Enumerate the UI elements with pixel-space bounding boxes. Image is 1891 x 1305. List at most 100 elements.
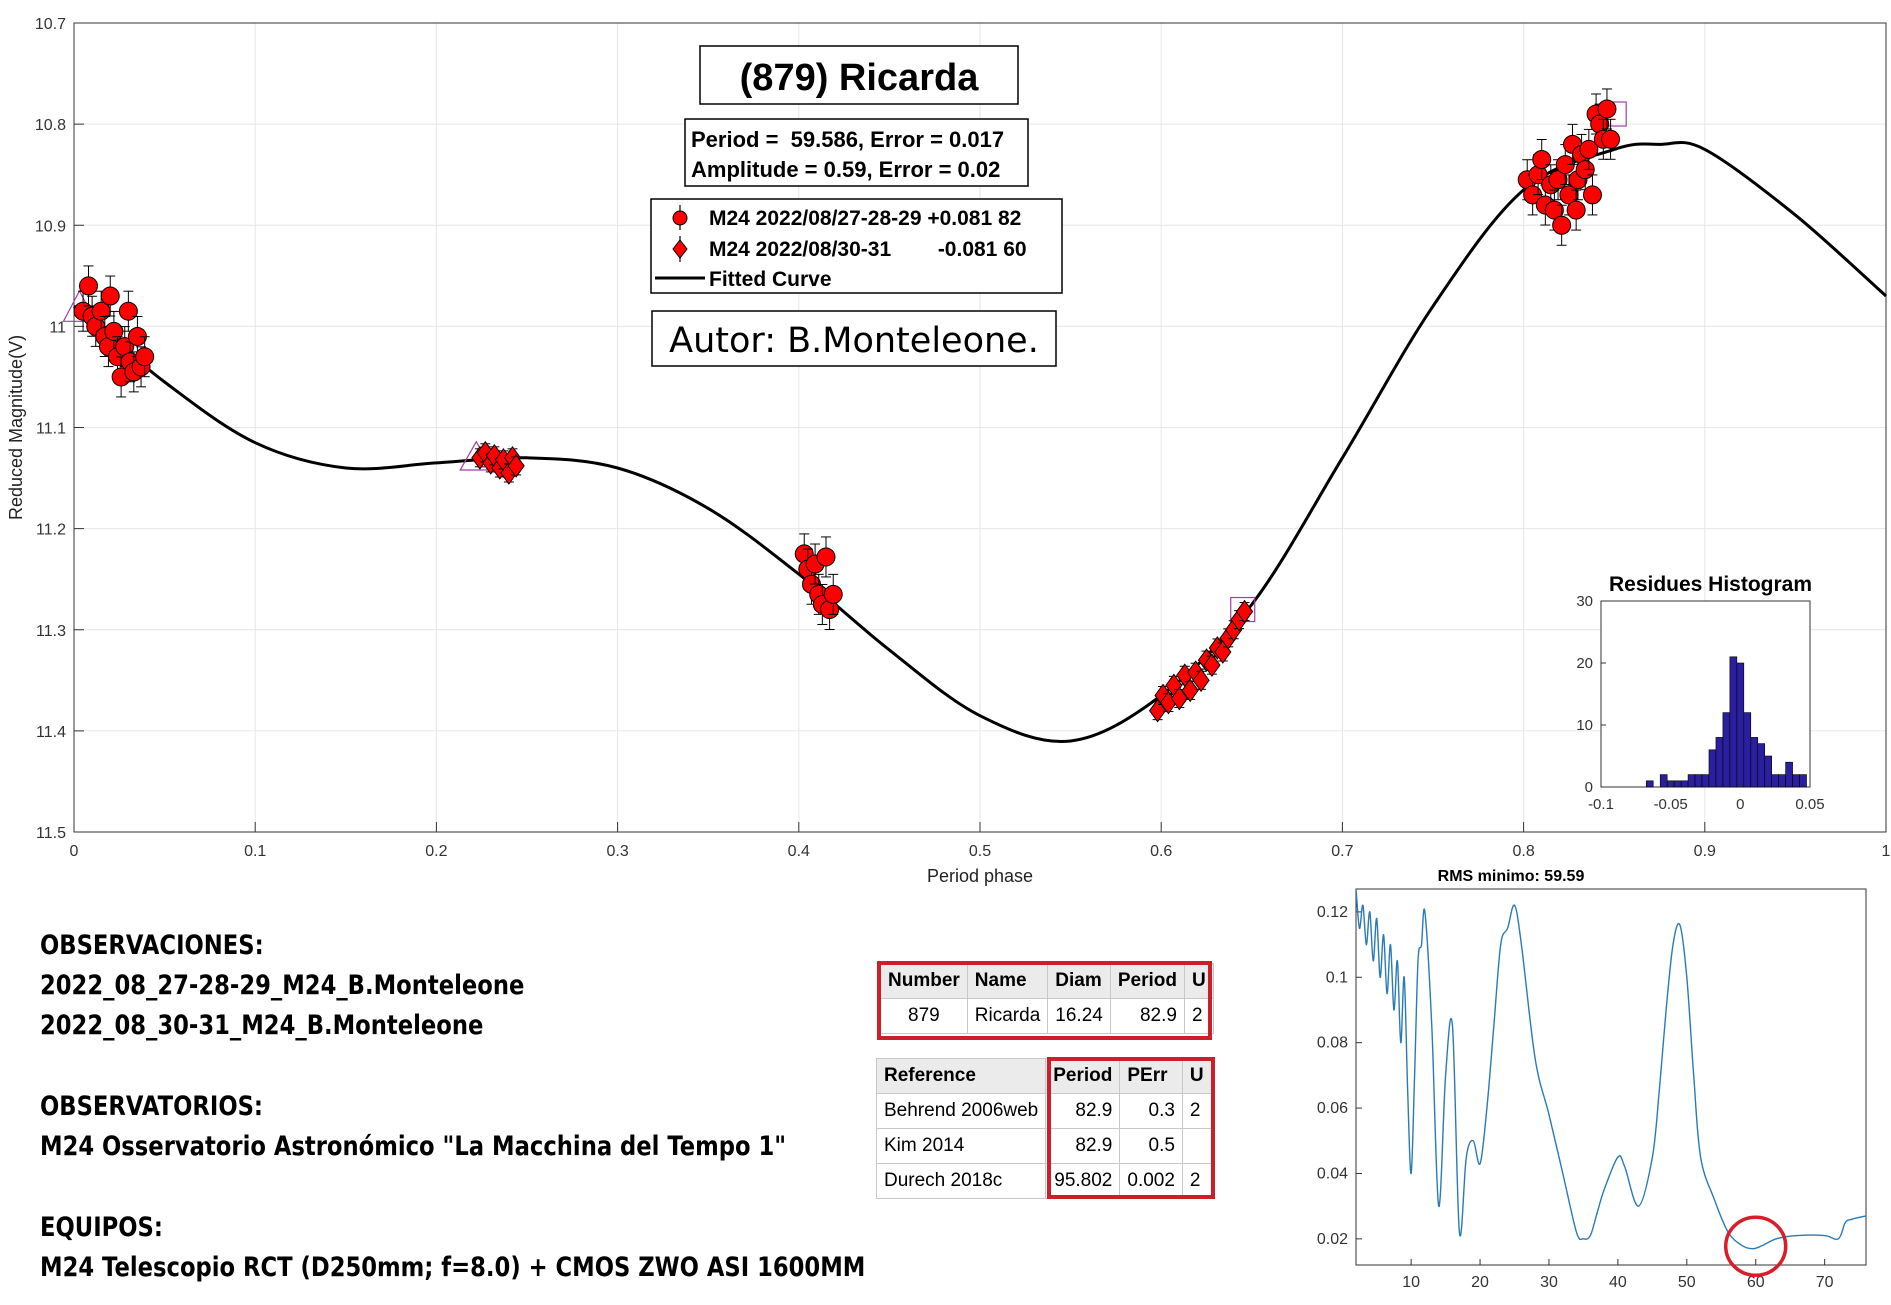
ref-header-u: U bbox=[1181, 1058, 1212, 1094]
observaciones-heading: OBSERVACIONES: bbox=[40, 930, 264, 961]
histogram-bar bbox=[1708, 749, 1717, 788]
ref-cell-u bbox=[1181, 1128, 1212, 1164]
lcdb-cell-number: 879 bbox=[880, 998, 968, 1034]
histogram-bar bbox=[1743, 712, 1752, 788]
histogram-bar bbox=[1785, 761, 1793, 788]
ref-cell-u: 2 bbox=[1181, 1163, 1212, 1199]
legend-diamond-marker bbox=[672, 239, 688, 259]
data-point bbox=[507, 454, 525, 478]
hist-y-tick-label: 0 bbox=[1585, 779, 1593, 796]
data-point bbox=[1582, 185, 1602, 205]
author-text: Autor: B.Monteleone. bbox=[669, 321, 1039, 361]
legend-label-diamond: M24 2022/08/30-31 -0.081 60 bbox=[709, 238, 1027, 261]
lcdb-cell-period: 82.9 bbox=[1109, 998, 1185, 1034]
x-tick-label: 0.7 bbox=[1331, 843, 1353, 860]
histogram-bar bbox=[1778, 774, 1786, 788]
y-tick-label: 10.8 bbox=[35, 117, 66, 134]
table-row: Behrend 2006web 82.9 0.3 2 bbox=[875, 1093, 1212, 1129]
x-tick-label: 0.5 bbox=[969, 843, 991, 860]
rms-x-tick-label: 20 bbox=[1471, 1274, 1489, 1291]
ref-cell-perr: 0.5 bbox=[1119, 1128, 1183, 1164]
histogram-bar bbox=[1764, 755, 1772, 788]
y-tick-label: 11.4 bbox=[36, 724, 66, 741]
histogram-bar bbox=[1680, 780, 1689, 788]
rms-y-tick-label: 0.1 bbox=[1326, 969, 1348, 986]
data-point bbox=[1192, 668, 1210, 693]
histogram-bar bbox=[1729, 656, 1738, 788]
ref-cell-period: 82.9 bbox=[1045, 1093, 1121, 1129]
y-tick-label: 11.1 bbox=[36, 421, 66, 438]
lcdb-header-u: U bbox=[1183, 963, 1214, 999]
legend-item-circle: M24 2022/08/27-28-29 +0.081 82 bbox=[672, 205, 1021, 230]
ref-cell-perr: 0.3 bbox=[1119, 1093, 1183, 1129]
observatory-line: M24 Osservatorio Astronómico "La Macchin… bbox=[40, 1131, 787, 1162]
rms-x-tick-label: 40 bbox=[1609, 1274, 1627, 1291]
x-tick-label: 0.2 bbox=[425, 843, 447, 860]
legend-label-line: Fitted Curve bbox=[709, 268, 832, 291]
observatorios-heading: OBSERVATORIOS: bbox=[40, 1091, 264, 1122]
legend-box bbox=[650, 198, 1063, 294]
ref-cell-period: 82.9 bbox=[1045, 1128, 1121, 1164]
equipment-line: M24 Telescopio RCT (D250mm; f=8.0) + CMO… bbox=[40, 1252, 866, 1283]
histogram-bar bbox=[1750, 737, 1759, 788]
data-point bbox=[1566, 200, 1586, 220]
histogram-bar bbox=[1694, 774, 1703, 788]
legend-item-line: Fitted Curve bbox=[655, 268, 832, 291]
chart-title: (879) Ricarda bbox=[740, 57, 980, 99]
histogram-bar bbox=[1722, 712, 1731, 788]
rms-y-tick-label: 0.06 bbox=[1317, 1100, 1348, 1117]
lcdb-table: Number Name Diam Period U 879 Ricarda 16… bbox=[880, 963, 1214, 1034]
rms-y-tick-label: 0.04 bbox=[1317, 1165, 1348, 1182]
hist-y-tick-label: 30 bbox=[1576, 593, 1593, 610]
x-tick-label: 0.9 bbox=[1694, 843, 1716, 860]
table-row: Kim 2014 82.9 0.5 bbox=[875, 1128, 1212, 1164]
ref-header-period: Period bbox=[1045, 1058, 1121, 1094]
y-tick-label: 10.7 bbox=[35, 16, 66, 33]
ref-cell-perr: 0.002 bbox=[1119, 1163, 1183, 1199]
lcdb-header-name: Name bbox=[966, 963, 1049, 999]
data-point bbox=[78, 276, 98, 296]
rms-line bbox=[1356, 889, 1866, 1250]
hist-y-tick-label: 20 bbox=[1576, 655, 1593, 672]
data-point bbox=[118, 301, 138, 321]
x-tick-label: 0 bbox=[70, 843, 79, 860]
histogram-bar bbox=[1792, 774, 1800, 788]
period-box bbox=[684, 118, 1029, 187]
lcdb-header-period: Period bbox=[1109, 963, 1185, 999]
legend-circle-marker bbox=[672, 210, 688, 226]
table-row: Durech 2018c 95.802 0.002 2 bbox=[875, 1163, 1212, 1199]
hist-x-tick-label: 0.05 bbox=[1795, 796, 1824, 813]
title-box bbox=[699, 45, 1019, 105]
rms-y-tick-label: 0.08 bbox=[1317, 1035, 1348, 1052]
ref-header-row: Reference Period PErr U bbox=[875, 1058, 1212, 1094]
rms-y-tick-label: 0.12 bbox=[1317, 904, 1348, 921]
histogram-bar bbox=[1736, 662, 1745, 788]
table-row: 879 Ricarda 16.24 82.9 2 bbox=[880, 998, 1214, 1034]
x-tick-label: 0.4 bbox=[788, 843, 810, 860]
y-tick-label: 11.3 bbox=[36, 623, 66, 640]
rms-x-tick-label: 30 bbox=[1540, 1274, 1558, 1291]
ref-cell-reference: Durech 2018c bbox=[875, 1163, 1047, 1199]
histogram-bar bbox=[1715, 737, 1724, 788]
x-tick-label: 0.3 bbox=[606, 843, 628, 860]
histogram-bar bbox=[1645, 780, 1654, 788]
ref-header-reference: Reference bbox=[875, 1058, 1047, 1094]
equipos-heading: EQUIPOS: bbox=[40, 1212, 163, 1243]
rms-x-tick-label: 50 bbox=[1678, 1274, 1696, 1291]
data-point bbox=[1552, 215, 1572, 235]
y-tick-label: 11.5 bbox=[36, 825, 66, 842]
x-axis-label: Period phase bbox=[927, 866, 1033, 886]
lcdb-header-diam: Diam bbox=[1047, 963, 1111, 999]
histogram-title: Residues Histogram bbox=[1609, 573, 1812, 596]
lcdb-cell-u: 2 bbox=[1183, 998, 1214, 1034]
rms-x-tick-label: 60 bbox=[1747, 1274, 1765, 1291]
plot-frame bbox=[73, 22, 1887, 833]
data-point bbox=[1203, 653, 1221, 677]
hist-x-tick-label: -0.05 bbox=[1654, 796, 1688, 813]
data-point bbox=[1579, 139, 1599, 159]
data-point bbox=[1532, 150, 1552, 170]
author-box bbox=[651, 310, 1057, 367]
amplitude-text: Amplitude = 0.59, Error = 0.02 bbox=[691, 157, 1000, 182]
lcdb-header-number: Number bbox=[880, 963, 968, 999]
